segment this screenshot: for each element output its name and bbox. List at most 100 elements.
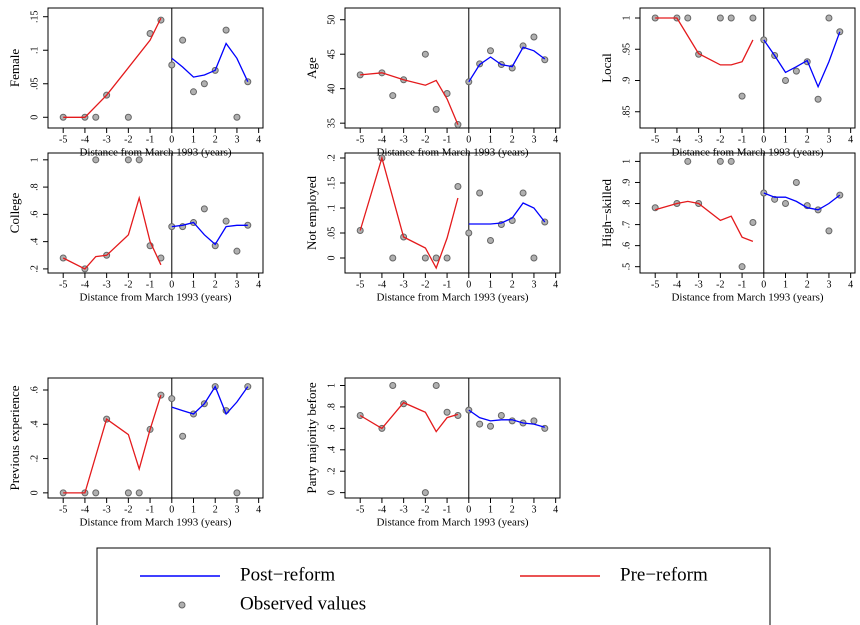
plot-frame: [47, 152, 264, 274]
x-tick-label: 0: [466, 504, 471, 515]
x-tick-label: 0: [761, 134, 766, 145]
observed-point: [519, 189, 527, 197]
observed-point: [825, 14, 833, 22]
x-tick-label: 4: [256, 504, 261, 515]
x-tick-label: -2: [124, 504, 132, 515]
y-tick-label: .6: [29, 386, 40, 394]
observed-point: [389, 382, 397, 389]
observed-point: [421, 50, 429, 58]
fit-line: [171, 42, 249, 82]
x-tick-label: 0: [169, 279, 174, 290]
x-tick-label: -3: [694, 134, 702, 145]
observed-point: [782, 200, 790, 208]
y-tick-label: .2: [326, 467, 337, 475]
observed-point: [454, 183, 462, 190]
x-tick-label: 4: [553, 279, 558, 290]
x-tick-label: -1: [738, 134, 746, 145]
y-tick-label: 1: [326, 383, 337, 388]
y-tick-label: .9: [621, 77, 632, 85]
observed-point: [684, 157, 692, 165]
y-axis-label: Party majority before: [304, 382, 319, 493]
observed-point: [179, 36, 187, 44]
y-tick-label: .4: [29, 238, 40, 246]
panel: -5 -4 -3 -2 -1 0 1 2 3 4 0 .2 .4 .6 Distance from Marc…: [7, 377, 264, 529]
x-axis-label: Distance from March 1993 (years): [79, 517, 231, 529]
observed-point: [738, 92, 746, 100]
x-tick-label: -5: [356, 134, 364, 145]
fit-line: [468, 202, 546, 225]
x-tick-label: -3: [102, 134, 110, 145]
x-tick-label: -2: [124, 134, 132, 145]
x-tick-label: 3: [234, 504, 239, 515]
observed-point: [760, 189, 768, 197]
observed-point: [465, 229, 473, 237]
y-tick-label: 1: [621, 159, 632, 164]
x-tick-label: 1: [488, 279, 493, 290]
x-axis-label: Distance from March 1993 (years): [376, 517, 528, 529]
observed-point: [476, 189, 484, 197]
x-tick-label: 1: [783, 279, 788, 290]
observed-point: [222, 217, 230, 225]
plot-frame: [344, 377, 561, 499]
x-tick-label: 3: [531, 134, 536, 145]
observed-point: [727, 157, 735, 165]
x-tick-label: -2: [124, 279, 132, 290]
x-tick-label: -2: [421, 504, 429, 515]
plot-frame: [639, 7, 856, 129]
observed-point: [389, 254, 397, 262]
observed-point: [92, 113, 100, 121]
y-tick-label: 0: [29, 490, 40, 495]
y-tick-label: .4: [326, 446, 337, 454]
y-tick-label: .9: [621, 179, 632, 187]
legend-label: Observed values: [240, 593, 366, 614]
x-tick-label: -3: [102, 279, 110, 290]
legend: Post−reform Pre−reform Observed values: [96, 547, 771, 625]
x-tick-label: -2: [421, 134, 429, 145]
x-tick-label: 2: [510, 279, 515, 290]
x-tick-label: -1: [738, 279, 746, 290]
x-tick-label: -5: [356, 279, 364, 290]
y-axis-label: Not employed: [304, 175, 319, 250]
fit-line: [763, 31, 841, 89]
observed-point: [530, 254, 538, 262]
y-tick-label: .6: [326, 425, 337, 433]
y-tick-label: .7: [621, 221, 632, 229]
x-tick-label: -5: [59, 279, 67, 290]
observed-point: [179, 432, 187, 440]
x-tick-label: 4: [553, 504, 558, 515]
panel: -5 -4 -3 -2 -1 0 1 2 3 4 0 .2 .4 .6 .8 1 Distance from M…: [304, 377, 561, 529]
x-tick-label: -4: [673, 134, 681, 145]
observed-point: [487, 237, 495, 244]
x-tick-label: -1: [146, 134, 154, 145]
y-tick-label: .05: [29, 78, 40, 91]
observed-point: [782, 77, 790, 84]
x-tick-label: -3: [102, 504, 110, 515]
x-tick-label: 1: [488, 504, 493, 515]
y-tick-label: .4: [29, 421, 40, 429]
observed-point: [200, 80, 208, 88]
legend-label: Pre−reform: [620, 564, 708, 585]
y-tick-label: .1: [29, 46, 40, 54]
observed-point: [825, 227, 833, 235]
observed-point: [233, 489, 241, 497]
observed-point: [530, 33, 538, 41]
observed-point: [487, 422, 495, 430]
fit-line: [468, 409, 545, 428]
x-axis-label: Distance from March 1993 (years): [79, 292, 231, 304]
x-tick-label: -4: [378, 504, 386, 515]
observed-point: [814, 95, 822, 103]
fit-line: [171, 385, 249, 416]
fit-line: [468, 46, 546, 83]
x-tick-label: 2: [805, 279, 810, 290]
observed-point: [222, 26, 230, 34]
observed-point: [432, 382, 440, 389]
x-tick-label: -5: [651, 134, 659, 145]
y-tick-label: .15: [29, 10, 40, 23]
y-tick-label: 40: [326, 84, 337, 94]
plot-frame: [344, 7, 561, 129]
fit-line: [763, 192, 841, 211]
y-tick-label: 0: [29, 115, 40, 120]
observed-point: [792, 178, 800, 186]
y-tick-label: 35: [326, 118, 337, 128]
